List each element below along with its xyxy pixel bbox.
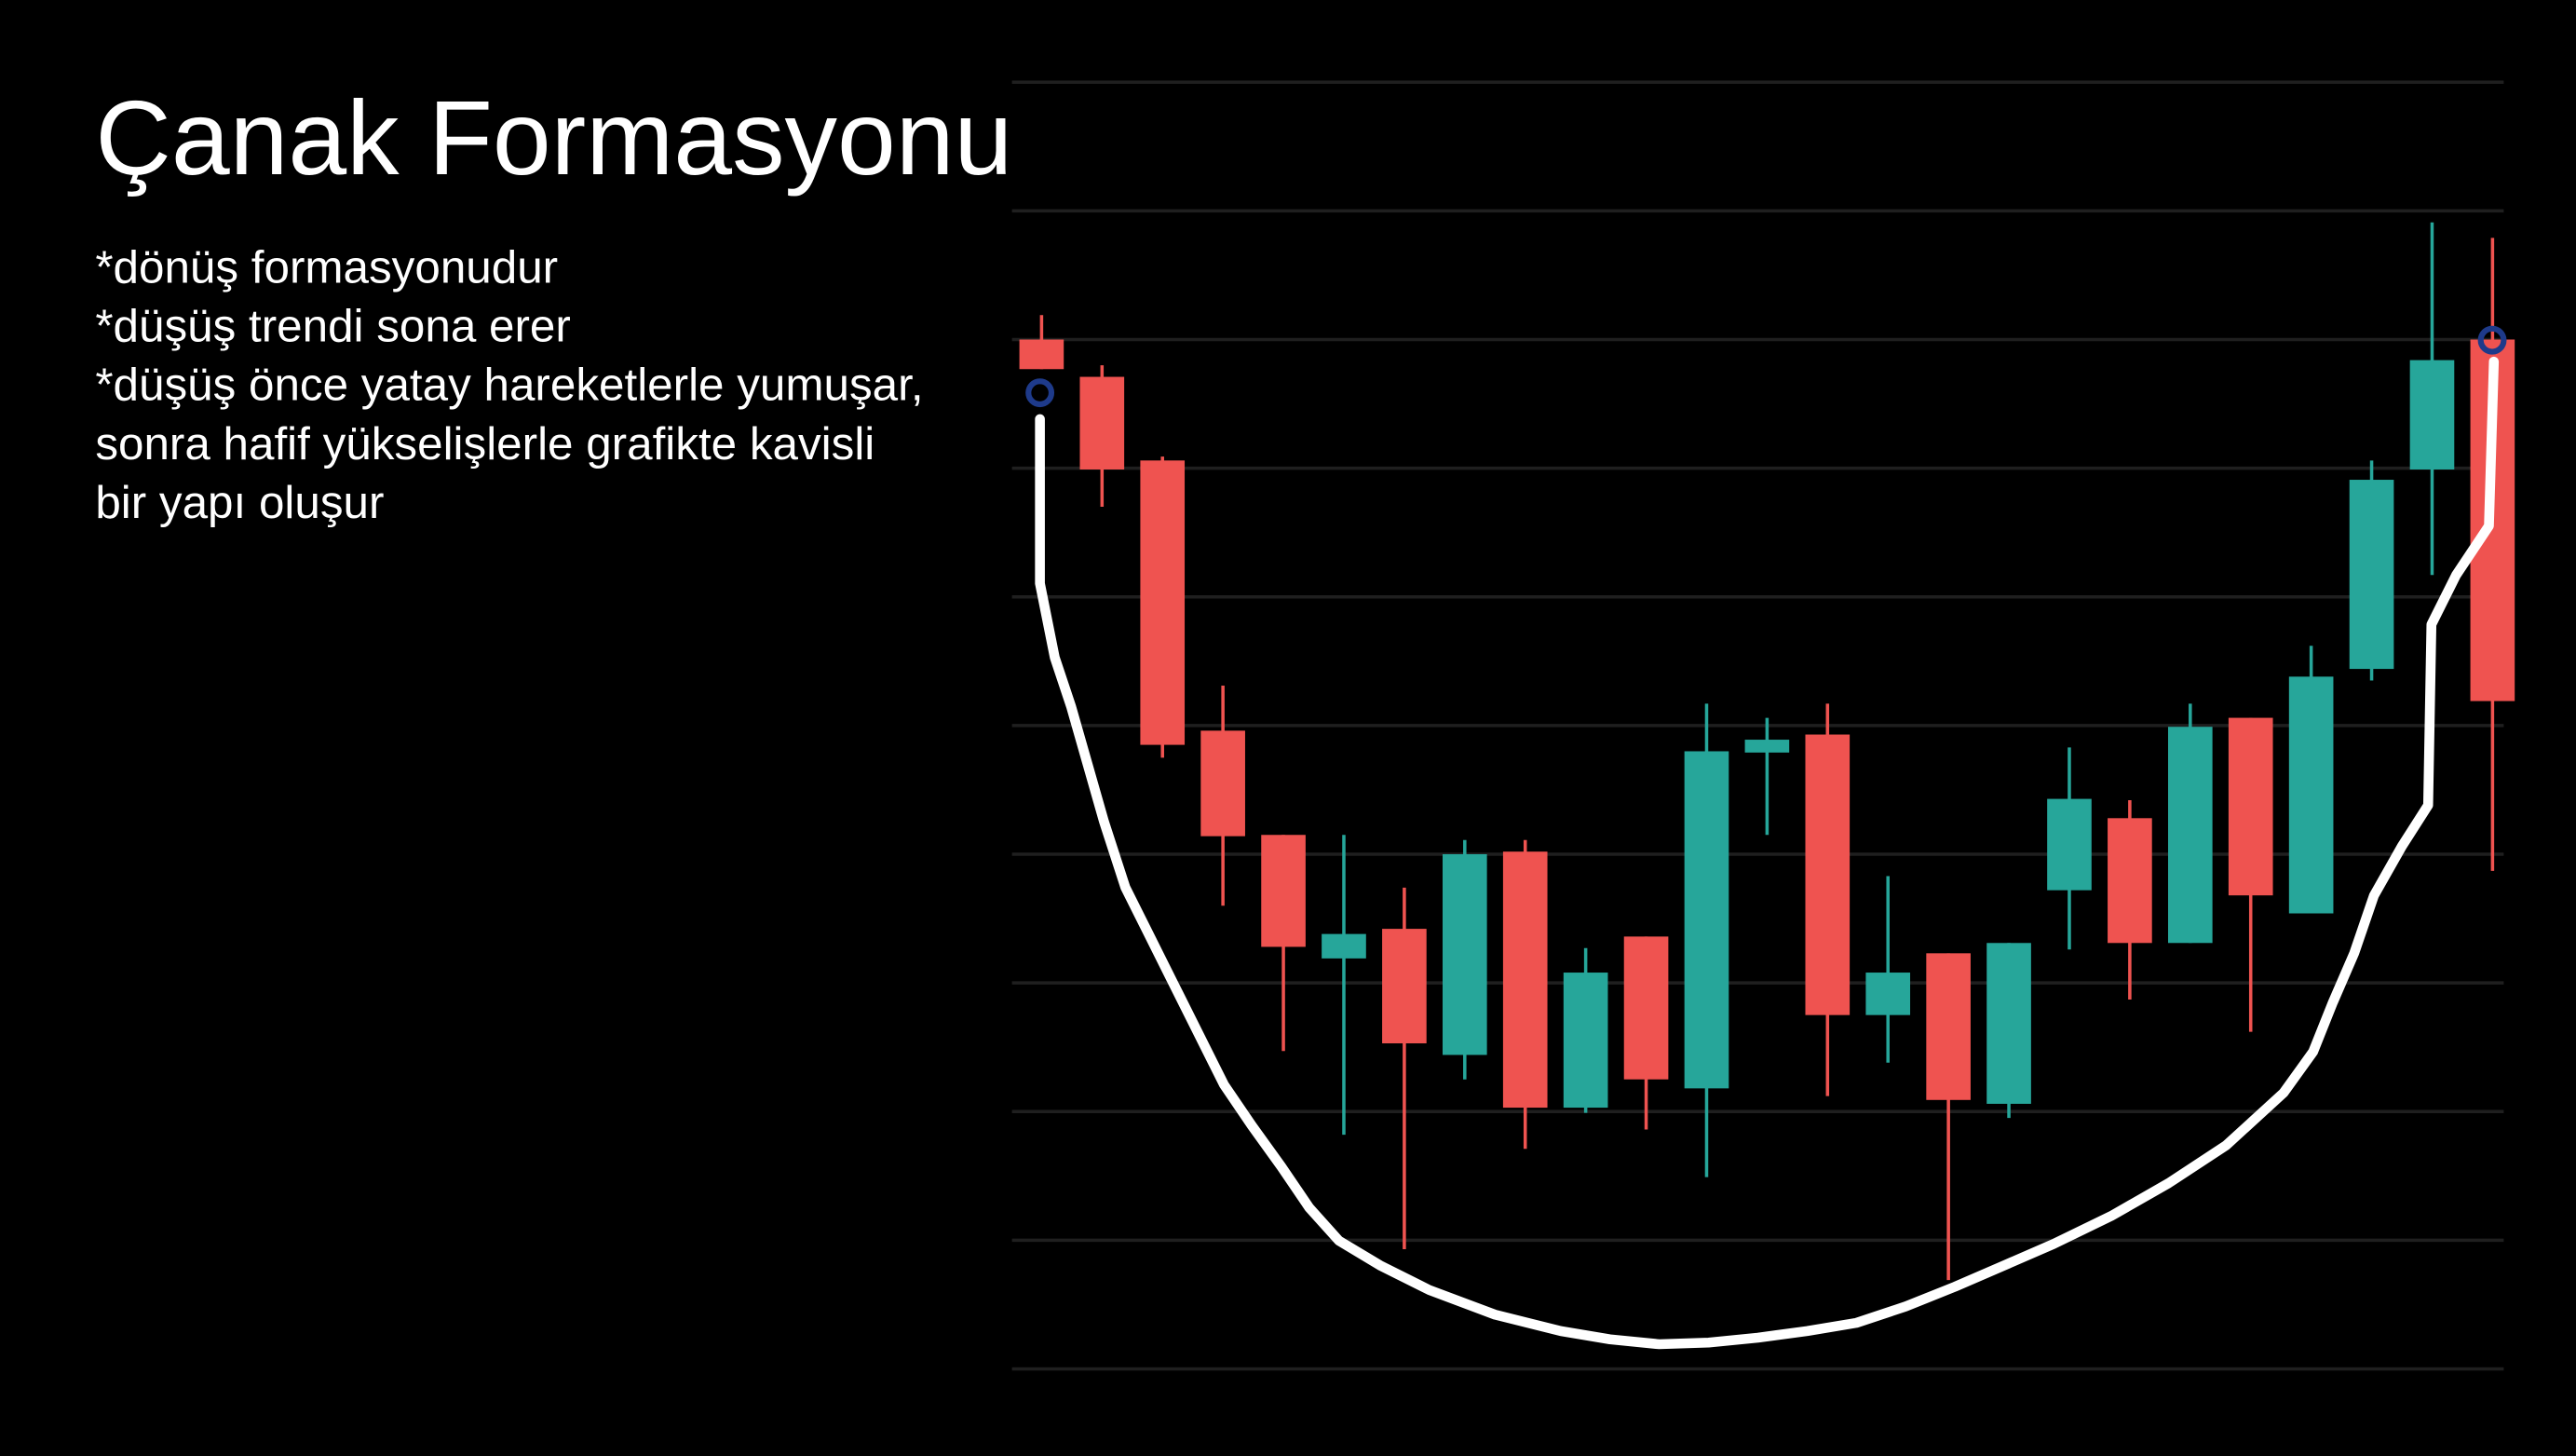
- candle-body: [1200, 730, 1245, 837]
- candle-body: [1805, 734, 1851, 1015]
- candle-body: [2047, 798, 2092, 891]
- candle-body: [2288, 676, 2334, 914]
- candle-body: [1684, 751, 1729, 1089]
- candle-body: [2228, 717, 2273, 896]
- marker-circle: [2477, 325, 2507, 355]
- slide-title: Çanak Formasyonu: [95, 79, 1012, 197]
- note-line: sonra hafif yükselişlerle grafikte kavis…: [95, 418, 874, 469]
- candle-body: [1322, 933, 1366, 959]
- candle-body: [2349, 480, 2394, 670]
- candle-body: [1986, 943, 2031, 1104]
- candle-body: [2167, 727, 2213, 944]
- candle-body: [1079, 376, 1125, 469]
- candle-body: [1442, 853, 1487, 1055]
- plot: [1011, 80, 2515, 1371]
- marker-circle: [1025, 378, 1055, 408]
- candle-body: [1926, 953, 1971, 1100]
- candle-body: [1623, 936, 1669, 1080]
- note-line: *düşüş önce yatay hareketlerle yumuşar,: [95, 360, 923, 411]
- candle-body: [1382, 929, 1427, 1044]
- candle-body: [1865, 973, 1911, 1015]
- candle-body: [1502, 851, 1548, 1109]
- cup-curve: [1035, 356, 2500, 1350]
- note-line: bir yapı oluşur: [95, 477, 384, 528]
- candle-body: [1563, 973, 1608, 1109]
- notes: *dönüş formasyonudur *düşüş trendi sona e…: [95, 241, 923, 528]
- candle-body: [1019, 339, 1064, 370]
- candle-body: [1140, 460, 1186, 745]
- candle-body: [1261, 835, 1306, 947]
- note-line: *dönüş formasyonudur: [95, 241, 558, 293]
- candle-body: [2409, 360, 2455, 469]
- candle-body: [2108, 818, 2152, 944]
- chart-area: [1011, 0, 2576, 1456]
- note-line: *düşüş trendi sona erer: [95, 301, 571, 352]
- candle-body: [1744, 740, 1790, 753]
